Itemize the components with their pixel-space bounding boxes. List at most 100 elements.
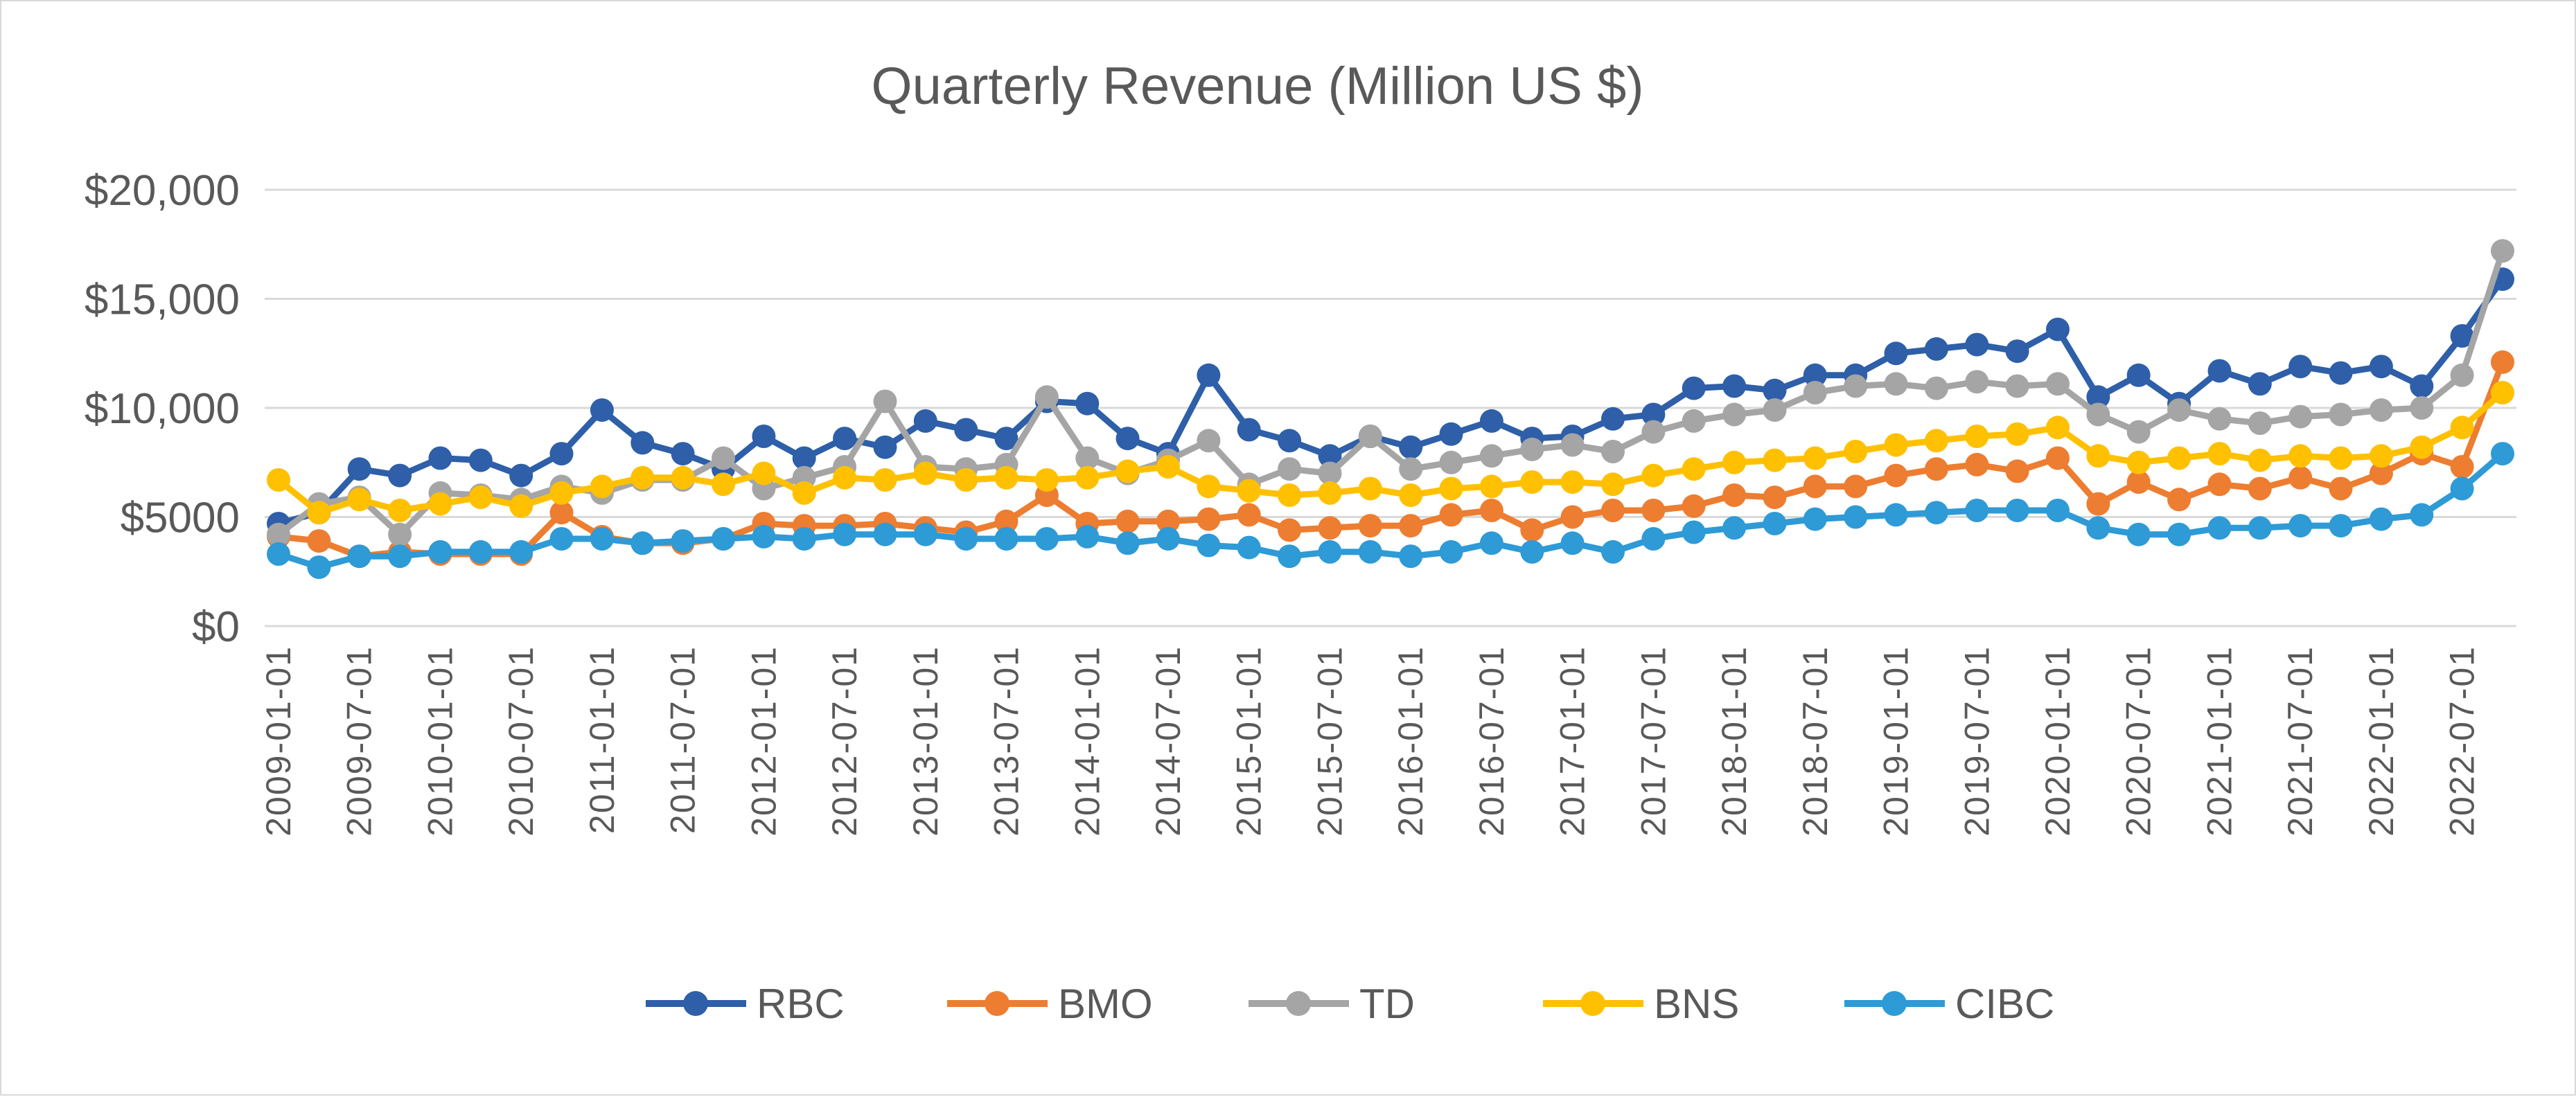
data-point (2410, 435, 2434, 459)
x-tick-label: 2021-07-01 (2281, 645, 2320, 837)
data-point (307, 529, 331, 553)
data-point (468, 485, 493, 510)
data-point (307, 501, 331, 525)
data-point (833, 465, 857, 490)
x-tick-label: 2019-01-01 (1877, 645, 1916, 837)
x-tick-label: 2011-01-01 (583, 645, 621, 834)
data-point (1358, 539, 1382, 564)
data-point (1763, 398, 1787, 422)
data-point (509, 494, 533, 518)
data-point (1197, 429, 1221, 453)
data-point (1803, 474, 1827, 499)
data-point (1278, 544, 1302, 569)
data-point (347, 544, 371, 569)
data-point (1884, 372, 1908, 396)
data-point (590, 527, 614, 551)
data-point (712, 527, 735, 551)
data-point (2046, 499, 2070, 522)
data-point (1075, 465, 1100, 490)
data-point (2450, 324, 2474, 348)
data-point (2126, 363, 2151, 387)
data-point (2450, 476, 2474, 501)
legend-label: BMO (1058, 981, 1153, 1027)
y-axis: $0 $5000 $10,000 $15,000 $20,000 (85, 167, 240, 651)
data-point (2086, 492, 2110, 516)
legend-item-rbc: RBC (646, 981, 845, 1027)
data-point (1641, 402, 1666, 427)
data-point (1318, 539, 1342, 564)
data-point (994, 427, 1018, 451)
data-point (792, 527, 816, 551)
data-point (1237, 535, 1261, 560)
data-point (1115, 509, 1140, 533)
data-point (1641, 463, 1666, 488)
x-tick-label: 2011-07-01 (664, 645, 703, 834)
data-point (388, 463, 412, 488)
data-point (1034, 527, 1059, 551)
x-tick-label: 2018-07-01 (1796, 645, 1835, 837)
data-point (2126, 470, 2151, 494)
data-point (1318, 461, 1342, 485)
data-point (1601, 472, 1625, 497)
data-point (994, 465, 1018, 490)
data-point (2005, 499, 2029, 522)
data-point (1924, 376, 1948, 400)
data-point (1197, 474, 1221, 499)
data-point (1399, 435, 1423, 459)
data-point (2491, 239, 2514, 263)
data-point (388, 499, 412, 522)
data-point (1601, 499, 1625, 522)
x-tick-label: 2012-07-01 (825, 645, 864, 837)
data-point (913, 522, 937, 546)
legend-marker (1286, 991, 1311, 1016)
data-point (1965, 499, 1989, 522)
data-point (1560, 531, 1585, 555)
data-point (2005, 374, 2029, 398)
data-point (347, 457, 371, 481)
data-point (1318, 481, 1342, 505)
x-tick-label: 2015-01-01 (1230, 645, 1269, 837)
data-point (2126, 420, 2151, 444)
data-point (1803, 381, 1827, 404)
data-point (2086, 444, 2110, 468)
data-point (1722, 402, 1747, 427)
data-point (2288, 355, 2313, 379)
data-point (2288, 444, 2313, 468)
data-point (1439, 422, 1463, 446)
data-point (1965, 332, 1989, 357)
data-point (1682, 520, 1706, 544)
data-point (1601, 539, 1625, 564)
data-point (1641, 499, 1666, 522)
data-point (267, 522, 290, 546)
data-point (2207, 407, 2232, 431)
data-point (1479, 409, 1503, 433)
data-point (267, 542, 290, 566)
data-point (1439, 476, 1463, 501)
data-point (1884, 503, 1908, 527)
data-point (2167, 446, 2191, 470)
legend-label: CIBC (1955, 981, 2054, 1027)
data-point (2046, 416, 2070, 440)
data-point (1197, 363, 1221, 387)
data-point (1399, 457, 1423, 481)
data-point (2126, 522, 2151, 546)
data-point (873, 435, 897, 459)
data-point (954, 468, 978, 492)
series-cibc (267, 442, 2514, 579)
data-point (833, 522, 857, 546)
data-point (1278, 429, 1302, 453)
data-point (1197, 507, 1221, 531)
data-point (1278, 483, 1302, 507)
data-point (2369, 398, 2393, 422)
data-point (2248, 411, 2272, 435)
data-point (1924, 457, 1948, 481)
data-point (2410, 503, 2434, 527)
legend-label: BNS (1654, 981, 1739, 1027)
data-point (994, 509, 1018, 533)
data-point (468, 539, 493, 564)
data-point (1763, 378, 1787, 402)
data-point (1682, 457, 1706, 481)
y-tick-label: $10,000 (85, 385, 240, 433)
data-point (1034, 385, 1059, 409)
